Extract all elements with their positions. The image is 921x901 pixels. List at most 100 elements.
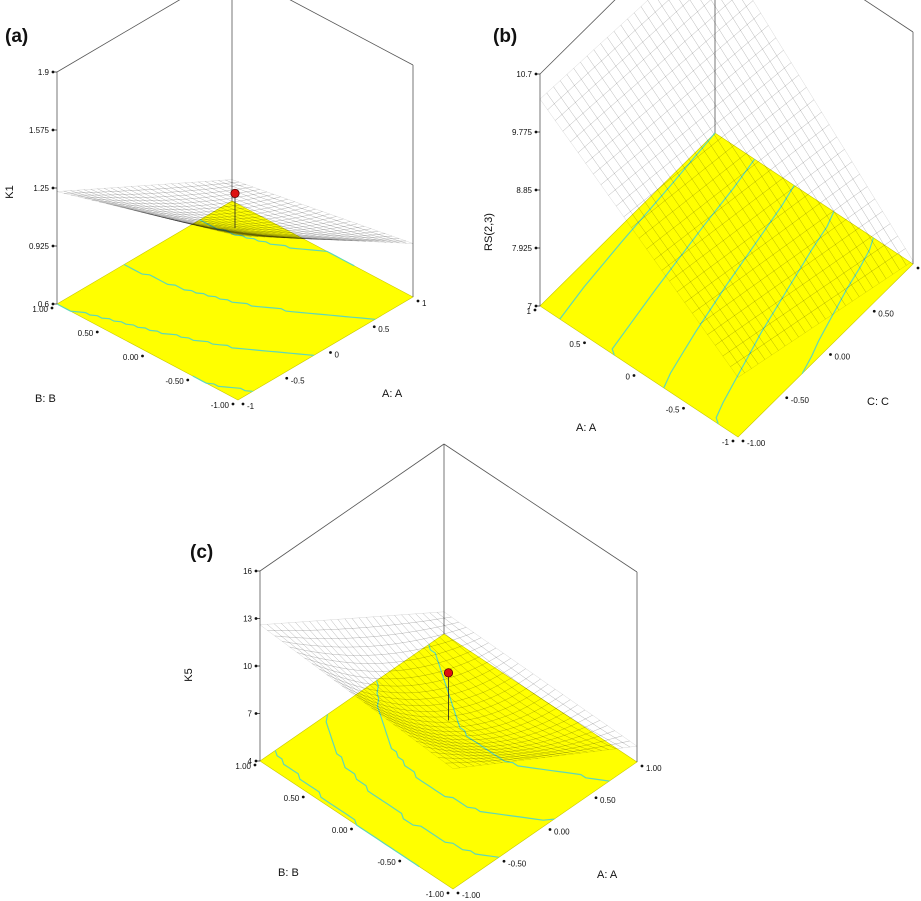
surface-cell xyxy=(97,194,112,198)
surface-cell xyxy=(691,173,707,191)
surface-cell xyxy=(766,131,782,150)
surface-cell xyxy=(206,211,221,215)
surface-cell xyxy=(195,223,209,227)
surface-cell xyxy=(823,141,838,160)
surface-cell xyxy=(216,229,231,233)
surface-cell xyxy=(487,760,503,764)
surface-cell xyxy=(675,270,691,288)
surface-cell xyxy=(266,623,283,631)
surface-cell xyxy=(216,229,231,232)
surface-cell xyxy=(494,754,509,758)
surface-cell xyxy=(489,685,506,696)
surface-cell xyxy=(670,29,686,48)
surface-cell xyxy=(817,302,833,320)
surface-cell xyxy=(473,761,489,766)
surface-cell xyxy=(720,41,735,60)
contour-line xyxy=(274,750,420,868)
surface-cell xyxy=(442,731,458,737)
surface-cell xyxy=(548,708,564,718)
surface-cell xyxy=(378,236,393,240)
surface-cell xyxy=(785,97,801,116)
surface-cell xyxy=(849,246,865,265)
surface-cell xyxy=(630,205,646,223)
surface-cell xyxy=(804,191,820,209)
surface-cell xyxy=(357,232,372,236)
surface-cell xyxy=(412,715,428,722)
surface-cell xyxy=(223,230,237,233)
surface-cell xyxy=(436,617,453,626)
surface-cell xyxy=(281,636,297,644)
surface-cell xyxy=(444,757,461,764)
surface-cell xyxy=(324,233,338,236)
surface-cell xyxy=(254,219,269,223)
surface-cell xyxy=(214,225,229,228)
surface-cell xyxy=(264,235,278,238)
surface-cell xyxy=(484,720,500,728)
surface-cell xyxy=(77,196,92,200)
surface-cell xyxy=(617,94,633,112)
surface-cell xyxy=(259,191,275,196)
surface-cell xyxy=(433,704,449,712)
surface-cell xyxy=(133,210,148,214)
surface-cell xyxy=(187,221,202,225)
surface-cell xyxy=(191,189,207,195)
surface-cell xyxy=(686,211,702,229)
surface-cell xyxy=(782,172,798,191)
y-tick-dot xyxy=(141,354,144,358)
surface-cell xyxy=(761,171,777,189)
surface-cell xyxy=(410,684,427,693)
surface-cell xyxy=(207,219,222,223)
surface-cell xyxy=(184,186,200,191)
surface-cell xyxy=(404,692,420,700)
surface-cell xyxy=(385,238,400,242)
surface-cell xyxy=(450,738,465,744)
surface-cell xyxy=(749,332,765,349)
surface-cell xyxy=(158,200,173,204)
surface-cell xyxy=(190,181,206,187)
surface-cell xyxy=(599,162,615,180)
surface-cell xyxy=(586,743,602,749)
surface-cell xyxy=(745,130,761,148)
surface-cell xyxy=(585,157,601,175)
surface-cell xyxy=(229,231,244,234)
surface-cell xyxy=(831,171,847,190)
surface-cell xyxy=(631,221,646,239)
surface-cell xyxy=(357,226,372,230)
surface-cell xyxy=(201,221,215,224)
surface-cell xyxy=(204,188,220,193)
surface-cell xyxy=(289,646,305,655)
z-tick-dot xyxy=(254,569,258,573)
surface-cell xyxy=(754,159,769,177)
surface-cell xyxy=(232,196,248,202)
surface-cell xyxy=(602,71,617,90)
surface-cell xyxy=(759,259,775,277)
surface-cell xyxy=(296,648,312,657)
surface-cell xyxy=(687,228,703,245)
surface-cell xyxy=(486,752,502,756)
x-tick-dot xyxy=(594,796,598,800)
surface-cell xyxy=(728,213,744,231)
surface-cell xyxy=(857,258,872,277)
surface-cell xyxy=(459,758,474,763)
surface-cell xyxy=(238,187,254,192)
surface-cell xyxy=(401,614,417,624)
surface-cell xyxy=(626,139,642,157)
surface-cell xyxy=(222,228,237,232)
surface-cell xyxy=(653,254,669,271)
surface-cell xyxy=(337,226,351,230)
surface-cell xyxy=(628,172,644,190)
surface-cell xyxy=(105,203,120,207)
surface-cell xyxy=(340,677,356,686)
surface-cell xyxy=(788,150,804,168)
surface-cell xyxy=(415,740,431,749)
surface-cell xyxy=(301,214,317,220)
surface-cell xyxy=(216,228,230,232)
y-axis-title: A: A xyxy=(576,422,597,434)
surface-cell xyxy=(269,232,284,235)
surface-cell xyxy=(255,229,270,232)
surface-cell xyxy=(655,150,671,168)
surface-cell xyxy=(520,722,536,730)
surface-cell xyxy=(723,112,739,130)
surface-cell xyxy=(727,180,742,198)
surface-cell xyxy=(137,189,153,194)
